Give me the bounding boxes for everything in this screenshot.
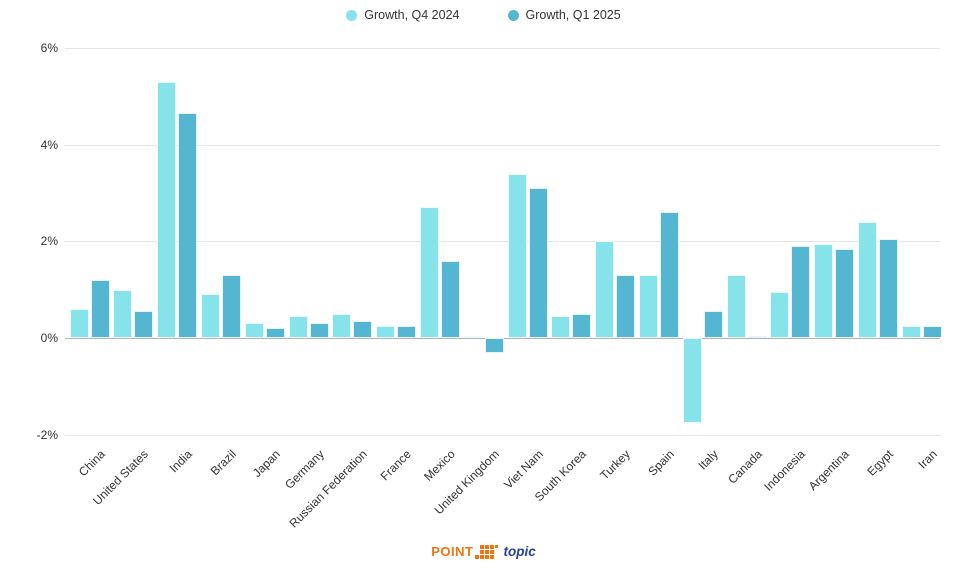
bar-china-q4-2024 <box>70 309 89 338</box>
bar-canada-q4-2024 <box>727 275 746 338</box>
bar-spain-q1-2025 <box>660 212 679 338</box>
bar-germany-q4-2024 <box>289 316 308 338</box>
bar-russian-federation-q4-2024 <box>332 314 351 338</box>
bar-russian-federation-q1-2025 <box>353 321 372 338</box>
bar-italy-q1-2025 <box>704 311 723 338</box>
legend-swatch-icon <box>346 9 358 21</box>
bar-india-q1-2025 <box>178 113 197 338</box>
bar-turkey-q1-2025 <box>616 275 635 338</box>
bar-united-states-q4-2024 <box>113 290 132 338</box>
bar-spain-q4-2024 <box>639 275 658 338</box>
bar-united-states-q1-2025 <box>134 311 153 338</box>
bar-indonesia-q1-2025 <box>791 246 810 338</box>
bar-argentina-q1-2025 <box>835 249 854 338</box>
bar-indonesia-q4-2024 <box>770 292 789 338</box>
y-axis-tick-label: 2% <box>40 234 58 248</box>
brand-dots-icon <box>475 545 499 559</box>
gridline <box>65 435 940 436</box>
footer: POINT topic <box>0 544 967 559</box>
bar-brazil-q1-2025 <box>222 275 241 338</box>
bar-brazil-q4-2024 <box>201 294 220 338</box>
bar-germany-q1-2025 <box>310 323 329 338</box>
bar-turkey-q4-2024 <box>595 241 614 338</box>
bar-india-q4-2024 <box>157 82 176 338</box>
y-axis-tick-label: 6% <box>40 41 58 55</box>
bar-iran-q1-2025 <box>923 326 942 338</box>
bar-united-kingdom-q1-2025 <box>485 338 504 353</box>
brand-point-text: POINT <box>431 544 474 559</box>
bar-iran-q4-2024 <box>902 326 921 338</box>
legend-item-q4-2024[interactable]: Growth, Q4 2024 <box>346 8 460 22</box>
y-axis-tick-label: 0% <box>40 331 58 345</box>
bar-france-q4-2024 <box>376 326 395 338</box>
gridline <box>65 48 940 49</box>
bar-viet-nam-q1-2025 <box>529 188 548 338</box>
point-topic-logo: POINT topic <box>431 544 536 559</box>
bar-mexico-q4-2024 <box>420 207 439 338</box>
bar-france-q1-2025 <box>397 326 416 338</box>
legend-swatch-icon <box>507 9 519 21</box>
brand-topic-text: topic <box>503 544 536 559</box>
bar-viet-nam-q4-2024 <box>508 174 527 338</box>
bar-south-korea-q4-2024 <box>551 316 570 338</box>
bar-egypt-q1-2025 <box>879 239 898 338</box>
bar-egypt-q4-2024 <box>858 222 877 338</box>
bar-south-korea-q1-2025 <box>572 314 591 338</box>
bar-japan-q4-2024 <box>245 323 264 338</box>
bar-japan-q1-2025 <box>266 328 285 338</box>
bar-canada-q1-2025 <box>748 336 767 338</box>
y-axis-tick-label: -2% <box>36 428 58 442</box>
y-axis-tick-label: 4% <box>40 138 58 152</box>
legend-label: Growth, Q4 2024 <box>364 8 460 22</box>
legend-label: Growth, Q1 2025 <box>525 8 621 22</box>
gridline <box>65 145 940 146</box>
bar-mexico-q1-2025 <box>441 261 460 338</box>
gridline <box>65 241 940 242</box>
legend-item-q1-2025[interactable]: Growth, Q1 2025 <box>507 8 621 22</box>
bar-argentina-q4-2024 <box>814 244 833 338</box>
legend: Growth, Q4 2024 Growth, Q1 2025 <box>0 8 967 22</box>
bar-italy-q4-2024 <box>683 338 702 423</box>
bar-china-q1-2025 <box>91 280 110 338</box>
bar-united-kingdom-q4-2024 <box>464 336 483 338</box>
